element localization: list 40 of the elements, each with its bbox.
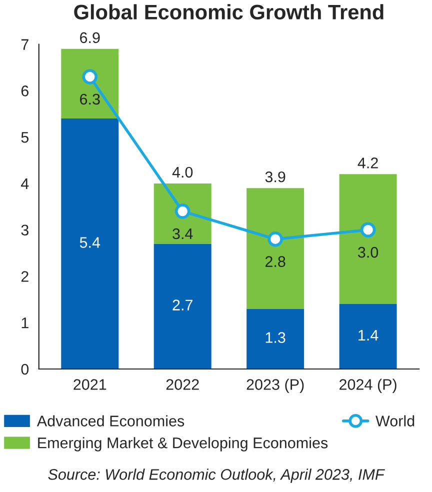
y-tick-label: 4 (21, 178, 29, 189)
total-label: 4.0 (172, 166, 193, 178)
data-label: 3.4 (172, 228, 193, 240)
legend-label: World (376, 415, 414, 426)
data-label: 3.0 (358, 246, 378, 258)
chart-title: Global Economic Growth Trend (74, 4, 384, 20)
total-label: 4.2 (358, 158, 378, 168)
legend-label: Emerging Market & Developing Economies (38, 437, 328, 452)
x-tick-label: 2024 (P) (340, 378, 396, 393)
data-label: 1.4 (358, 330, 378, 340)
y-tick-label: 1 (22, 318, 28, 328)
bar (154, 244, 212, 369)
source-note: Source: World Economic Outlook, April 2023, IMF (48, 468, 385, 483)
data-label: 5.4 (80, 237, 100, 248)
bar (246, 308, 304, 369)
bar (154, 183, 212, 244)
x-tick-label: 2022 (166, 379, 199, 390)
point (268, 231, 283, 247)
bar (339, 174, 397, 304)
data-label: 2.8 (265, 256, 286, 267)
y-tick-label: 7 (21, 39, 28, 50)
y-tick-label: 6 (21, 86, 28, 96)
y-tick-label: 0 (21, 364, 29, 375)
data-label: 1.3 (266, 332, 286, 343)
data-label: 6.3 (80, 94, 100, 105)
bar (246, 188, 304, 309)
legend-label: Advanced Economies (36, 415, 184, 426)
y-tick-label: 5 (21, 132, 29, 143)
data-label: 2.7 (172, 300, 192, 310)
bar (61, 118, 119, 369)
y-tick-label: 2 (21, 271, 28, 282)
x-tick-label: 2023 (P) (246, 378, 304, 393)
total-label: 6.9 (80, 32, 100, 44)
bar (339, 304, 397, 369)
x-tick-label: 2021 (74, 379, 106, 390)
bar (61, 48, 119, 118)
point (82, 69, 98, 84)
y-tick-label: 3 (21, 224, 28, 236)
point (360, 222, 376, 238)
total-label: 3.9 (265, 171, 286, 182)
